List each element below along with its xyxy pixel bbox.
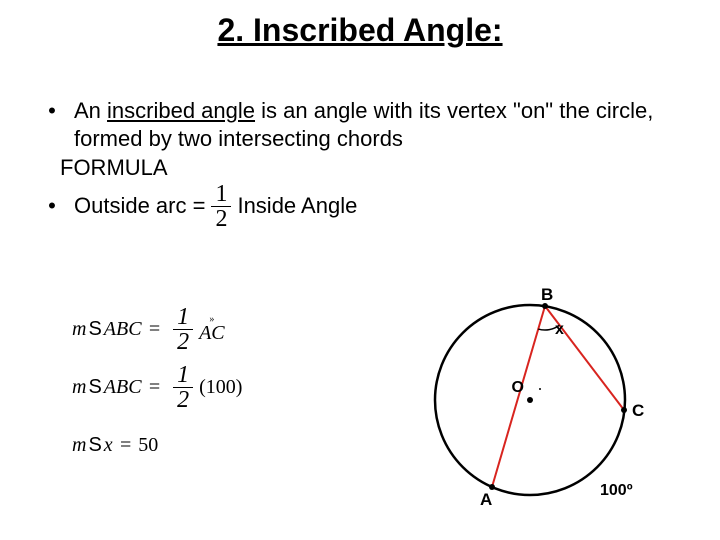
half-fraction: 1 2 <box>211 182 231 231</box>
eq-rhs-arc: » AC <box>199 316 225 342</box>
eq-frac: 1 2 <box>173 305 193 354</box>
eq-m: m <box>72 434 86 457</box>
eq-angle-sym: S <box>88 318 101 341</box>
bullet-dot: • <box>30 97 74 125</box>
eq-equals: = <box>119 434 133 457</box>
formula-left: Outside arc = <box>74 192 205 220</box>
equation-1: m S ABC = 1 2 » AC <box>72 300 242 358</box>
frac-num: 1 <box>173 305 193 330</box>
definition-bullet: • An inscribed angle is an angle with it… <box>30 97 690 152</box>
formula-bullet: • Outside arc = 1 2 Inside Angle <box>30 182 690 231</box>
frac-num: 1 <box>211 182 231 207</box>
page-title: 2. Inscribed Angle: <box>0 0 720 49</box>
eq-equals: = <box>148 318 162 341</box>
def-term: inscribed angle <box>107 98 255 123</box>
formula-right: Inside Angle <box>237 192 357 220</box>
frac-den: 2 <box>173 388 193 412</box>
eq-m: m <box>72 376 86 399</box>
svg-text:100º: 100º <box>600 482 633 499</box>
eq-lhs: x <box>104 434 113 457</box>
eq-lhs: ABC <box>104 376 142 399</box>
equations-block: m S ABC = 1 2 » AC m S ABC = 1 2 (100) m… <box>72 300 242 474</box>
eq-rhs: 50 <box>138 434 158 457</box>
eq-angle-sym: S <box>88 434 101 457</box>
eq-frac: 1 2 <box>173 363 193 412</box>
equation-2: m S ABC = 1 2 (100) <box>72 358 242 416</box>
bullet-dot: • <box>30 192 74 220</box>
eq-rhs: (100) <box>199 376 242 399</box>
circle-diagram: O A B Cx 100º <box>400 280 680 520</box>
definition-text: An inscribed angle is an angle with its … <box>74 97 690 152</box>
frac-num: 1 <box>173 363 193 388</box>
eq-angle-sym: S <box>88 376 101 399</box>
frac-den: 2 <box>173 330 193 354</box>
svg-text:O: O <box>512 379 524 396</box>
svg-text:A: A <box>480 490 492 509</box>
eq-lhs: ABC <box>104 318 142 341</box>
eq-equals: = <box>148 376 162 399</box>
formula-label: FORMULA <box>30 154 690 182</box>
eq-m: m <box>72 318 86 341</box>
svg-text:C: C <box>632 401 644 420</box>
frac-den: 2 <box>211 207 231 231</box>
eq-rhs: AC <box>199 325 225 342</box>
def-prefix: An <box>74 98 107 123</box>
svg-text:x: x <box>555 321 564 338</box>
svg-text:B: B <box>541 285 553 304</box>
content-block: • An inscribed angle is an angle with it… <box>0 49 720 231</box>
equation-3: m S x = 50 <box>72 416 242 474</box>
